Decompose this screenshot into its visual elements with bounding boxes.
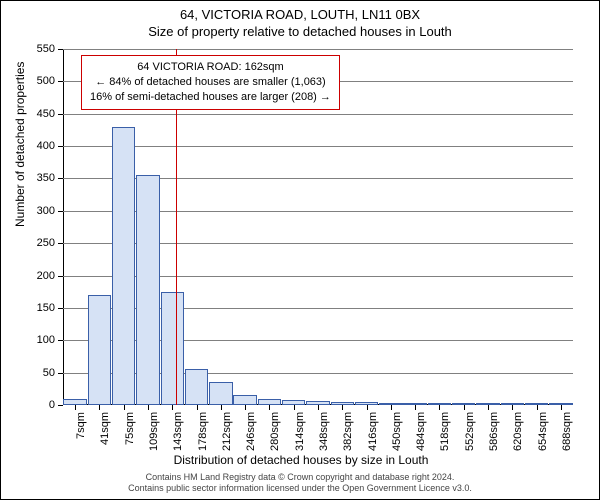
y-tick	[58, 308, 63, 309]
y-tick-label: 200	[37, 270, 55, 282]
x-tick	[512, 405, 513, 410]
x-tick	[318, 405, 319, 410]
x-tick-label: 484sqm	[413, 412, 427, 451]
x-tick	[124, 405, 125, 410]
y-tick-label: 100	[37, 334, 55, 346]
callout-line: ← 84% of detached houses are smaller (1,…	[90, 75, 331, 90]
x-tick-label: 314sqm	[292, 412, 306, 451]
x-tick-label: 178sqm	[195, 412, 209, 451]
histogram-bar	[185, 369, 208, 405]
x-tick-label: 552sqm	[462, 412, 476, 451]
x-tick	[561, 405, 562, 410]
x-tick-label: 280sqm	[267, 412, 281, 451]
plot-area: 0501001502002503003504004505005507sqm41s…	[63, 49, 573, 405]
y-tick	[58, 211, 63, 212]
callout-line: 16% of semi-detached houses are larger (…	[90, 90, 331, 105]
x-tick	[197, 405, 198, 410]
y-tick-label: 0	[49, 399, 55, 411]
x-tick-label: 416sqm	[365, 412, 379, 451]
x-tick-label: 348sqm	[316, 412, 330, 451]
x-tick	[221, 405, 222, 410]
chart-title-main: 64, VICTORIA ROAD, LOUTH, LN11 0BX	[1, 7, 599, 22]
histogram-bar	[209, 382, 232, 405]
x-tick	[367, 405, 368, 410]
y-tick	[58, 340, 63, 341]
histogram-bar	[161, 292, 184, 405]
x-tick-label: 654sqm	[535, 412, 549, 451]
x-tick	[99, 405, 100, 410]
x-tick-label: 212sqm	[219, 412, 233, 451]
y-tick	[58, 276, 63, 277]
x-tick	[415, 405, 416, 410]
footer-attribution: Contains HM Land Registry data © Crown c…	[1, 472, 599, 495]
y-tick-label: 300	[37, 205, 55, 217]
y-tick	[58, 243, 63, 244]
x-tick-label: 688sqm	[559, 412, 573, 451]
x-tick	[391, 405, 392, 410]
y-tick-label: 450	[37, 108, 55, 120]
grid-line	[63, 146, 573, 147]
x-tick-label: 620sqm	[510, 412, 524, 451]
x-tick	[148, 405, 149, 410]
histogram-bar	[136, 175, 159, 405]
callout-line: 64 VICTORIA ROAD: 162sqm	[90, 60, 331, 75]
x-tick-label: 7sqm	[73, 412, 87, 439]
y-tick-label: 50	[43, 367, 55, 379]
histogram-bar	[233, 395, 256, 405]
y-tick	[58, 146, 63, 147]
callout-box: 64 VICTORIA ROAD: 162sqm← 84% of detache…	[81, 55, 340, 110]
x-tick-label: 246sqm	[243, 412, 257, 451]
x-tick-label: 586sqm	[486, 412, 500, 451]
footer-line-2: Contains public sector information licen…	[1, 483, 599, 495]
footer-line-1: Contains HM Land Registry data © Crown c…	[1, 472, 599, 484]
grid-line	[63, 114, 573, 115]
x-tick-label: 382sqm	[340, 412, 354, 451]
y-tick-label: 550	[37, 43, 55, 55]
x-tick-label: 450sqm	[389, 412, 403, 451]
histogram-bar	[88, 295, 111, 405]
x-tick	[464, 405, 465, 410]
y-tick	[58, 178, 63, 179]
x-tick	[75, 405, 76, 410]
y-tick-label: 350	[37, 172, 55, 184]
y-tick	[58, 81, 63, 82]
y-tick-label: 400	[37, 140, 55, 152]
y-axis-line	[63, 49, 64, 405]
y-tick	[58, 49, 63, 50]
chart-title-sub: Size of property relative to detached ho…	[1, 24, 599, 39]
y-tick-label: 500	[37, 75, 55, 87]
x-tick	[294, 405, 295, 410]
x-tick-label: 109sqm	[146, 412, 160, 451]
y-tick	[58, 373, 63, 374]
y-axis-title: Number of detached properties	[13, 62, 27, 227]
y-tick	[58, 114, 63, 115]
x-tick	[488, 405, 489, 410]
x-tick-label: 518sqm	[437, 412, 451, 451]
x-tick-label: 75sqm	[122, 412, 136, 445]
x-tick	[342, 405, 343, 410]
y-tick-label: 150	[37, 302, 55, 314]
x-tick	[439, 405, 440, 410]
x-axis-title: Distribution of detached houses by size …	[1, 453, 600, 467]
x-tick	[172, 405, 173, 410]
chart-container: 64, VICTORIA ROAD, LOUTH, LN11 0BX Size …	[0, 0, 600, 500]
y-tick-label: 250	[37, 237, 55, 249]
histogram-bar	[112, 127, 135, 405]
x-tick	[537, 405, 538, 410]
x-tick-label: 41sqm	[97, 412, 111, 445]
x-tick	[245, 405, 246, 410]
grid-line	[63, 49, 573, 50]
x-tick	[269, 405, 270, 410]
x-tick-label: 143sqm	[170, 412, 184, 451]
y-tick	[58, 405, 63, 406]
